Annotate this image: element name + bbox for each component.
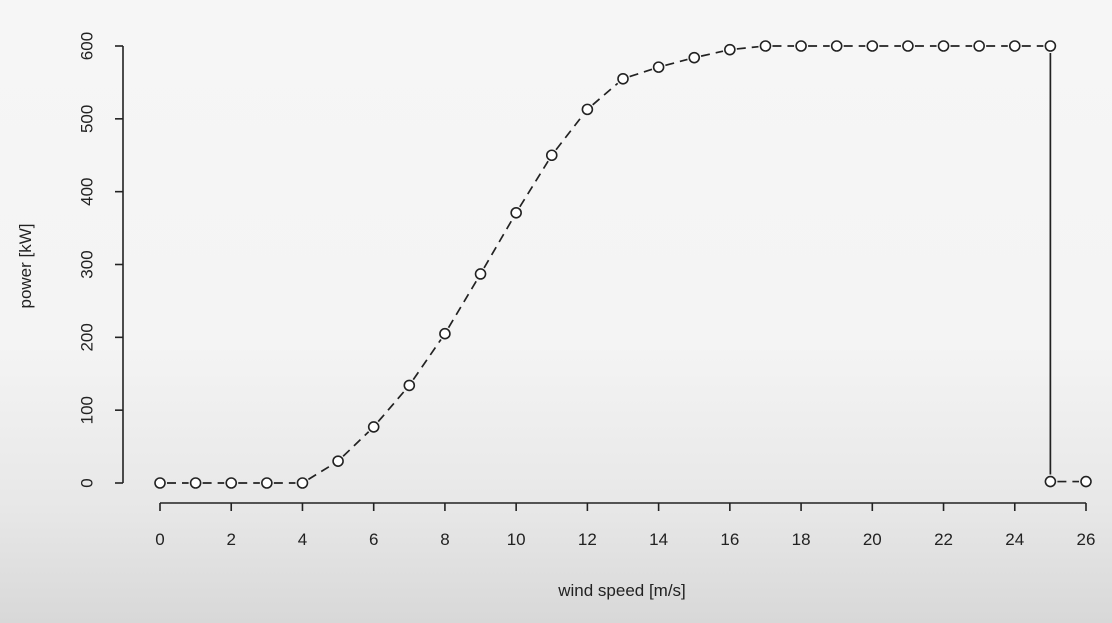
data-point bbox=[652, 61, 665, 73]
x-tick-label: 4 bbox=[298, 530, 307, 549]
data-point bbox=[189, 477, 202, 489]
series-segment bbox=[629, 68, 653, 78]
x-tick-label: 16 bbox=[720, 530, 739, 549]
x-tick-label: 22 bbox=[934, 530, 953, 549]
x-tick-label: 24 bbox=[1005, 530, 1024, 549]
x-tick-label: 12 bbox=[578, 530, 597, 549]
data-point bbox=[225, 477, 238, 489]
y-axis-label: power [kW] bbox=[16, 223, 35, 308]
x-tick-label: 10 bbox=[507, 530, 526, 549]
series-segment bbox=[555, 114, 584, 151]
x-tick-label: 14 bbox=[649, 530, 668, 549]
series-segment bbox=[519, 160, 549, 208]
data-point bbox=[581, 103, 594, 116]
x-tick-label: 6 bbox=[369, 530, 378, 549]
data-point bbox=[902, 40, 914, 52]
data-point bbox=[367, 421, 380, 433]
series-segment bbox=[736, 45, 759, 50]
data-point bbox=[545, 149, 558, 162]
y-tick-label: 0 bbox=[78, 478, 97, 487]
data-point bbox=[1080, 475, 1092, 488]
x-axis-label: wind speed [m/s] bbox=[557, 581, 686, 600]
series-segment bbox=[412, 338, 442, 381]
y-tick-label: 200 bbox=[78, 323, 97, 351]
data-point bbox=[296, 477, 309, 489]
y-tick-label: 500 bbox=[78, 105, 97, 133]
data-point bbox=[154, 477, 166, 489]
x-tick-label: 18 bbox=[792, 530, 811, 549]
series-segment bbox=[592, 82, 619, 106]
data-point bbox=[332, 455, 344, 467]
data-point bbox=[866, 40, 879, 52]
data-point bbox=[688, 51, 701, 64]
data-point bbox=[937, 40, 950, 52]
series-segment bbox=[483, 218, 514, 269]
y-tick-label: 100 bbox=[78, 396, 97, 424]
data-point bbox=[830, 40, 843, 52]
plot-area bbox=[154, 40, 1092, 489]
y-tick-label: 400 bbox=[78, 177, 97, 205]
series-segment bbox=[377, 390, 406, 423]
data-point bbox=[724, 43, 736, 56]
data-point bbox=[795, 40, 807, 52]
x-tick-label: 2 bbox=[226, 530, 235, 549]
series-segment bbox=[307, 464, 333, 481]
data-point bbox=[439, 327, 451, 340]
data-point bbox=[973, 40, 985, 52]
data-point bbox=[617, 72, 629, 85]
series-layer bbox=[154, 40, 1092, 489]
data-point bbox=[510, 206, 522, 219]
data-point bbox=[759, 40, 772, 52]
y-axis: 0 100 200 300 400 500 600 bbox=[78, 32, 124, 488]
series-segment bbox=[447, 279, 478, 329]
x-tick-label: 20 bbox=[863, 530, 882, 549]
series-segment bbox=[700, 50, 724, 57]
x-tick-label: 8 bbox=[440, 530, 449, 549]
x-tick-label: 26 bbox=[1077, 530, 1096, 549]
y-tick-label: 300 bbox=[78, 250, 97, 278]
data-point bbox=[403, 379, 416, 392]
data-point bbox=[1044, 40, 1057, 52]
y-tick-label: 600 bbox=[78, 32, 97, 60]
data-point bbox=[1044, 475, 1057, 488]
series-segment bbox=[665, 58, 688, 67]
x-axis: 0 2 4 6 8 10 12 14 16 18 20 22 24 26 bbox=[155, 502, 1096, 549]
data-point bbox=[1008, 40, 1021, 52]
series-segment bbox=[342, 431, 370, 457]
data-point bbox=[474, 268, 487, 280]
x-tick-label: 0 bbox=[155, 530, 164, 549]
data-point bbox=[261, 477, 273, 489]
